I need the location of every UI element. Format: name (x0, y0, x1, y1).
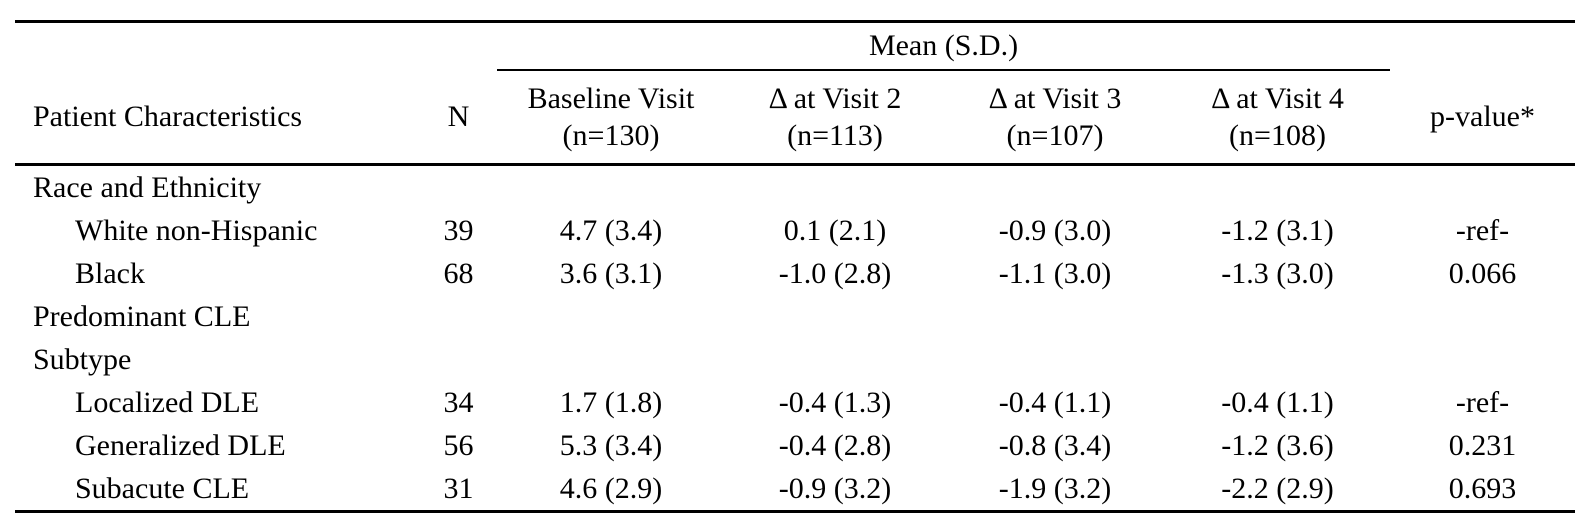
header-delta-visit-4-label: Δ at Visit 4 (1211, 81, 1344, 115)
cell-delta-v3: -1.9 (3.2) (998, 471, 1112, 505)
cell-delta-v3: -1.1 (3.0) (998, 256, 1112, 290)
cell-delta-v4: -0.4 (1.1) (1221, 385, 1334, 419)
cell-delta-v3: -0.9 (3.0) (998, 213, 1112, 247)
cell-label: Black (75, 256, 145, 290)
section-row: Subtype (15, 338, 1575, 381)
header-baseline-visit: Baseline Visit (n=130) (497, 70, 725, 166)
header-baseline-visit-sublabel: (n=130) (562, 119, 660, 152)
cell-label: Localized DLE (75, 385, 260, 419)
header-delta-visit-3-sublabel: (n=107) (1006, 119, 1104, 152)
cell-pvalue: 0.231 (1448, 428, 1517, 462)
cell-pvalue: -ref- (1455, 213, 1510, 247)
cell-delta-v2: -0.4 (2.8) (778, 428, 892, 462)
section-label: Race and Ethnicity (33, 170, 262, 204)
cell-n: 31 (443, 471, 474, 505)
cell-delta-v4: -1.3 (3.0) (1221, 256, 1334, 290)
table-body: Race and Ethnicity White non-Hispanic 39… (15, 165, 1575, 512)
header-patient-characteristics: Patient Characteristics (15, 70, 420, 166)
header-delta-visit-4-sublabel: (n=108) (1229, 119, 1326, 152)
cell-pvalue: -ref- (1455, 385, 1510, 419)
cell-pvalue: 0.066 (1448, 256, 1517, 290)
cell-delta-v3: -0.8 (3.4) (998, 428, 1112, 462)
column-header-row: Patient Characteristics N Baseline Visit… (15, 70, 1576, 166)
cell-baseline: 4.6 (2.9) (559, 471, 663, 505)
cell-n: 68 (443, 256, 474, 290)
cell-label: Generalized DLE (75, 428, 286, 462)
header-p-value: p-value* (1390, 70, 1576, 166)
cell-baseline: 3.6 (3.1) (559, 256, 663, 290)
header-delta-visit-2: Δ at Visit 2 (n=113) (725, 70, 945, 166)
table-row: Subacute CLE 31 4.6 (2.9) -0.9 (3.2) -1.… (15, 467, 1575, 512)
spanner-row: Mean (S.D.) (15, 21, 1575, 71)
spanner-spacer-right (1390, 22, 1575, 71)
cell-n: 39 (443, 213, 474, 247)
cell-label: White non-Hispanic (75, 213, 318, 247)
header-delta-visit-2-label: Δ at Visit 2 (768, 81, 902, 115)
spanner-spacer-left (15, 22, 497, 71)
header-n: N (420, 70, 497, 166)
statistics-table: Mean (S.D.) Patient Characteristics N Ba… (15, 20, 1576, 513)
cell-pvalue: 0.693 (1448, 471, 1517, 505)
section-label: Subtype (33, 342, 132, 376)
section-label: Predominant CLE (33, 299, 251, 333)
cell-delta-v2: -0.9 (3.2) (778, 471, 892, 505)
cell-delta-v4: -2.2 (2.9) (1221, 471, 1334, 505)
cell-baseline: 1.7 (1.8) (559, 385, 663, 419)
cell-delta-v3: -0.4 (1.1) (998, 385, 1112, 419)
section-row: Race and Ethnicity (15, 165, 1575, 210)
mean-sd-group-header: Mean (S.D.) (497, 21, 1391, 71)
section-row: Predominant CLE (15, 295, 1575, 338)
cell-delta-v2: -1.0 (2.8) (778, 256, 892, 290)
header-delta-visit-3-label: Δ at Visit 3 (988, 81, 1122, 115)
cell-n: 34 (443, 385, 474, 419)
cell-n: 56 (443, 428, 474, 462)
cell-delta-v4: -1.2 (3.1) (1221, 213, 1334, 247)
paper-page: Mean (S.D.) Patient Characteristics N Ba… (15, 20, 1576, 513)
header-delta-visit-2-sublabel: (n=113) (787, 119, 883, 152)
cell-baseline: 4.7 (3.4) (559, 213, 663, 247)
cell-baseline: 5.3 (3.4) (559, 428, 663, 462)
table-row: White non-Hispanic 39 4.7 (3.4) 0.1 (2.1… (15, 209, 1575, 252)
cell-delta-v4: -1.2 (3.6) (1221, 428, 1334, 462)
header-delta-visit-3: Δ at Visit 3 (n=107) (945, 70, 1165, 166)
header-delta-visit-4: Δ at Visit 4 (n=108) (1165, 70, 1391, 166)
cell-delta-v2: -0.4 (1.3) (778, 385, 892, 419)
cell-label: Subacute CLE (75, 471, 250, 505)
table-row: Localized DLE 34 1.7 (1.8) -0.4 (1.3) -0… (15, 381, 1575, 424)
header-baseline-visit-label: Baseline Visit (527, 81, 695, 115)
table-row: Black 68 3.6 (3.1) -1.0 (2.8) -1.1 (3.0)… (15, 252, 1575, 295)
table-row: Generalized DLE 56 5.3 (3.4) -0.4 (2.8) … (15, 424, 1575, 467)
table-header: Mean (S.D.) Patient Characteristics N Ba… (15, 21, 1576, 166)
cell-delta-v2: 0.1 (2.1) (783, 213, 887, 247)
